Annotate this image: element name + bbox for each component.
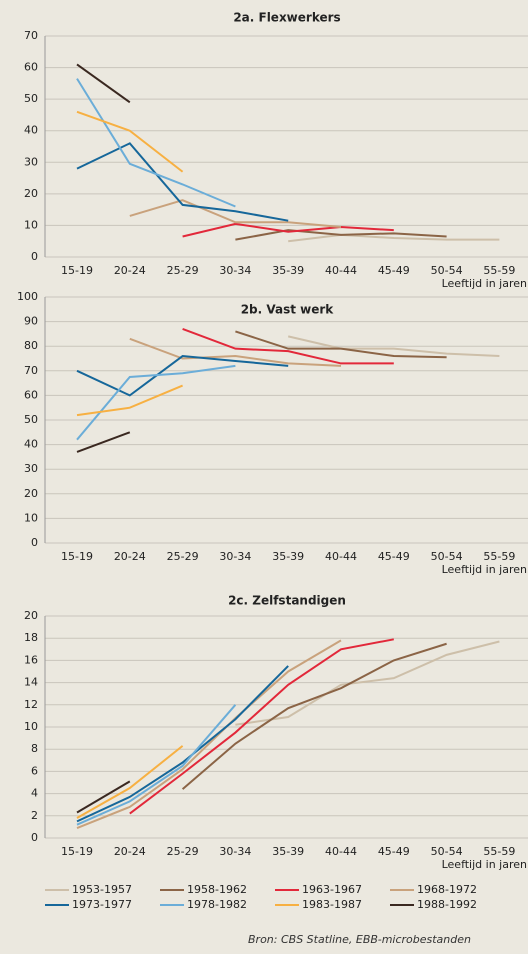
y-tick-label: 20 [24,609,38,622]
series-line [235,640,500,726]
x-tick-label: 25-29 [167,550,199,563]
x-tick-label: 30-34 [219,264,251,277]
x-tick-label: 55-59 [483,550,515,563]
x-tick-label: 20-24 [114,264,146,277]
series-line [181,642,447,790]
x-tick-label: 30-34 [219,845,251,858]
y-tick-label: 0 [31,250,38,263]
series-line [76,63,131,104]
x-axis-label: Leeftijd in jaren [442,563,527,576]
legend-label: 1983-1987 [302,898,362,911]
x-tick-label: 35-39 [272,550,304,563]
x-tick-label: 35-39 [272,264,304,277]
x-tick-label: 25-29 [167,845,199,858]
y-tick-label: 50 [24,92,38,105]
x-tick-label: 15-19 [61,845,93,858]
x-tick-label: 50-54 [431,845,463,858]
x-tick-label: 45-49 [378,550,410,563]
legend-label: 1963-1967 [302,883,362,896]
x-tick-label: 40-44 [325,264,357,277]
series-line [76,364,236,441]
series-line [76,665,289,823]
x-tick-label: 55-59 [483,845,515,858]
x-tick-label: 25-29 [167,264,199,277]
y-tick-label: 8 [31,742,38,755]
y-tick-label: 70 [24,29,38,42]
y-tick-label: 18 [24,631,38,644]
x-tick-label: 15-19 [61,264,93,277]
x-axis-label: Leeftijd in jaren [442,858,527,871]
series-line [76,431,131,453]
series-line [76,78,236,208]
y-tick-label: 70 [24,364,38,377]
x-tick-label: 30-34 [219,550,251,563]
series-line [76,639,342,829]
x-tick-label: 20-24 [114,550,146,563]
series-line [129,199,342,229]
x-tick-label: 50-54 [431,264,463,277]
y-tick-label: 40 [24,438,38,451]
y-tick-label: 100 [17,290,38,303]
y-tick-label: 30 [24,462,38,475]
y-tick-label: 0 [31,536,38,549]
y-tick-label: 60 [24,61,38,74]
series-line [76,384,183,417]
y-tick-label: 0 [31,831,38,844]
y-tick-label: 50 [24,413,38,426]
legend-label: 1988-1992 [417,898,477,911]
x-axis-label: Leeftijd in jaren [442,277,527,290]
x-tick-label: 40-44 [325,845,357,858]
series-line [76,142,289,222]
series-line [129,638,394,815]
x-tick-label: 20-24 [114,845,146,858]
y-tick-label: 80 [24,339,38,352]
y-tick-label: 16 [24,653,38,666]
y-tick-label: 60 [24,388,38,401]
chart-title: 2a. Flexwerkers [233,11,340,25]
series-line [287,335,500,358]
legend-label: 1968-1972 [417,883,477,896]
chart-title: 2b. Vast werk [241,303,335,317]
series-line [76,355,289,397]
series-line [182,222,394,238]
series-line [288,233,500,243]
series-line [76,110,184,173]
x-tick-label: 45-49 [378,264,410,277]
series-line [76,745,184,819]
legend-label: 1978-1982 [187,898,247,911]
y-tick-label: 10 [24,720,38,733]
series-line [235,229,447,241]
y-tick-label: 4 [31,787,38,800]
legend-label: 1958-1962 [187,883,247,896]
y-tick-label: 20 [24,487,38,500]
series-line [129,337,342,367]
series-line [235,330,447,359]
series-line [76,780,131,814]
source: Bron: CBS Statline, EBB-microbestanden [248,933,471,946]
y-tick-label: 12 [24,698,38,711]
series-line [182,328,394,365]
y-tick-label: 10 [24,511,38,524]
y-tick-label: 10 [24,218,38,231]
legend-label: 1953-1957 [72,883,132,896]
y-tick-label: 20 [24,187,38,200]
x-tick-label: 35-39 [272,845,304,858]
x-tick-label: 55-59 [483,264,515,277]
y-tick-label: 14 [24,676,38,689]
y-tick-label: 2 [31,809,38,822]
x-tick-label: 50-54 [431,550,463,563]
x-tick-label: 40-44 [325,550,357,563]
y-tick-label: 90 [24,315,38,328]
x-tick-label: 45-49 [378,845,410,858]
legend-label: 1973-1977 [72,898,132,911]
x-tick-label: 15-19 [61,550,93,563]
y-tick-label: 30 [24,155,38,168]
series-line [76,704,237,826]
chart-title: 2c. Zelfstandigen [228,594,346,608]
y-tick-label: 40 [24,124,38,137]
y-tick-label: 6 [31,764,38,777]
